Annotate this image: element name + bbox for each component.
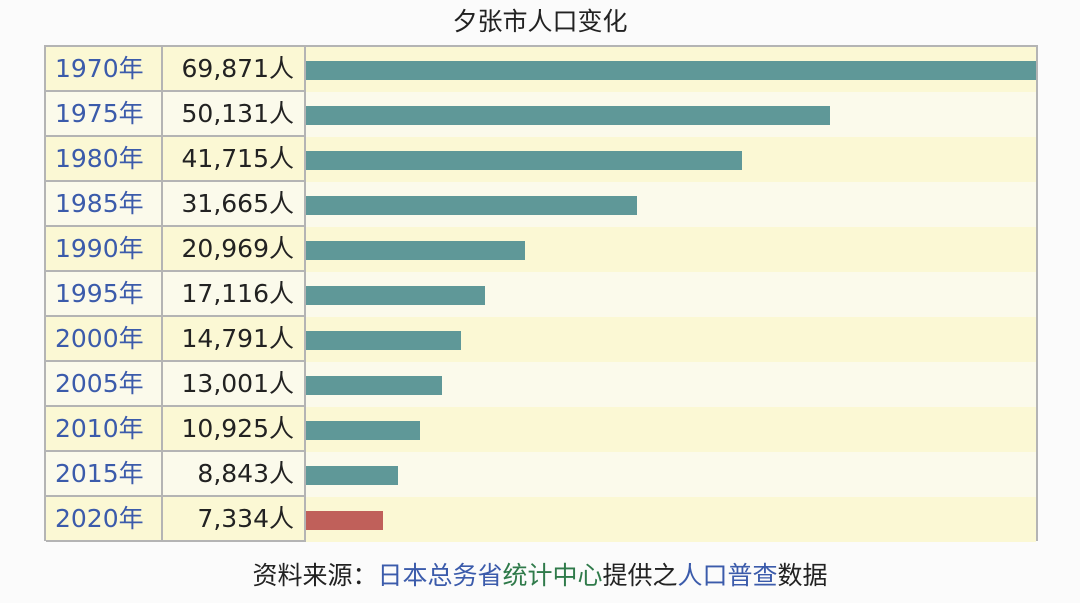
population-label: 13,001人 (163, 362, 306, 407)
table-row: 1995年 17,116人 (46, 272, 1036, 317)
population-bar (306, 466, 399, 485)
year-label[interactable]: 2005年 (46, 362, 163, 407)
year-label[interactable]: 2020年 (46, 497, 163, 542)
year-label[interactable]: 1975年 (46, 92, 163, 137)
table-row: 1970年 69,871人 (46, 47, 1036, 92)
population-bar (306, 331, 461, 350)
year-label[interactable]: 1985年 (46, 182, 163, 227)
population-label: 69,871人 (163, 47, 306, 92)
source-mid: 提供之 (602, 561, 678, 590)
population-label: 41,715人 (163, 137, 306, 182)
table-row: 1980年 41,715人 (46, 137, 1036, 182)
population-bar (306, 511, 383, 530)
population-bar (306, 421, 421, 440)
source-link-stat-center[interactable]: 统计中心 (502, 561, 603, 590)
population-label: 10,925人 (163, 407, 306, 452)
source-suffix: 数据 (777, 561, 828, 590)
year-label[interactable]: 1980年 (46, 137, 163, 182)
table-row: 1985年 31,665人 (46, 182, 1036, 227)
population-label: 50,131人 (163, 92, 306, 137)
source-note: 资料来源：日本总务省统计中心提供之人口普查数据 (0, 556, 1080, 592)
population-bar (306, 241, 526, 260)
year-label[interactable]: 2015年 (46, 452, 163, 497)
table-row: 2000年 14,791人 (46, 317, 1036, 362)
population-bar (306, 106, 830, 125)
chart-title: 夕张市人口变化 (452, 7, 628, 36)
source-prefix: 资料来源： (252, 561, 378, 590)
population-table: 1970年 69,871人 1975年 50,131人 1980年 41,715人 1985… (44, 45, 1038, 542)
table-row: 2005年 13,001人 (46, 362, 1036, 407)
population-bar (306, 61, 1036, 80)
population-label: 14,791人 (163, 317, 306, 362)
year-label[interactable]: 2000年 (46, 317, 163, 362)
population-bar (306, 151, 742, 170)
population-label: 31,665人 (163, 182, 306, 227)
table-row: 1975年 50,131人 (46, 92, 1036, 137)
table-row: 1990年 20,969人 (46, 227, 1036, 272)
population-label: 7,334人 (163, 497, 306, 542)
source-link-mic[interactable]: 日本总务省 (377, 561, 503, 590)
population-bar (306, 376, 442, 395)
year-label[interactable]: 1970年 (46, 47, 163, 92)
table-row: 2010年 10,925人 (46, 407, 1036, 452)
population-label: 17,116人 (163, 272, 306, 317)
year-label[interactable]: 2010年 (46, 407, 163, 452)
year-label[interactable]: 1995年 (46, 272, 163, 317)
population-label: 20,969人 (163, 227, 306, 272)
population-bar (306, 286, 485, 305)
year-label[interactable]: 1990年 (46, 227, 163, 272)
table-row: 2020年 7,334人 (46, 497, 1036, 542)
table-row: 2015年 8,843人 (46, 452, 1036, 497)
population-bar (306, 196, 637, 215)
source-link-census[interactable]: 人口普查 (677, 561, 778, 590)
population-label: 8,843人 (163, 452, 306, 497)
